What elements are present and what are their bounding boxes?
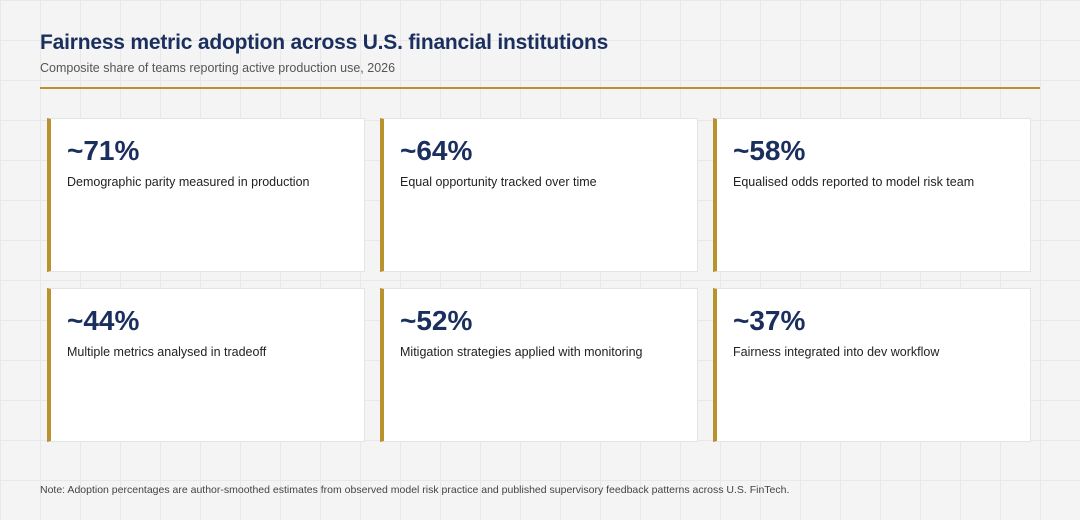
footnote: Note: Adoption percentages are author-sm…: [40, 484, 790, 496]
metric-label: Multiple metrics analysed in tradeoff: [67, 345, 267, 359]
metric-card: ~52% Mitigation strategies applied with m…: [380, 288, 698, 442]
metric-value: ~71%: [67, 135, 140, 166]
metric-label: Equalised odds reported to model risk te…: [733, 175, 975, 189]
metric-card: ~71% Demographic parity measured in produ…: [47, 118, 365, 272]
metric-card: ~58% Equalised odds reported to model ris…: [713, 118, 1031, 272]
metric-value: ~58%: [733, 135, 806, 166]
page-subtitle: Composite share of teams reporting activ…: [40, 61, 396, 75]
metric-value: ~44%: [67, 305, 140, 336]
metric-label: Demographic parity measured in productio…: [67, 175, 310, 189]
metric-value: ~64%: [400, 135, 473, 166]
metric-label: Mitigation strategies applied with monit…: [400, 345, 643, 359]
metric-label: Equal opportunity tracked over time: [400, 175, 597, 189]
metric-card: ~37% Fairness integrated into dev workflo…: [713, 288, 1031, 442]
metric-card: ~44% Multiple metrics analysed in tradeof…: [47, 288, 365, 442]
header-divider: [40, 87, 1040, 89]
metric-value: ~52%: [400, 305, 473, 336]
metric-value: ~37%: [733, 305, 806, 336]
metric-card: ~64% Equal opportunity tracked over time: [380, 118, 698, 272]
metric-label: Fairness integrated into dev workflow: [733, 345, 940, 359]
page-title: Fairness metric adoption across U.S. fin…: [40, 31, 609, 54]
